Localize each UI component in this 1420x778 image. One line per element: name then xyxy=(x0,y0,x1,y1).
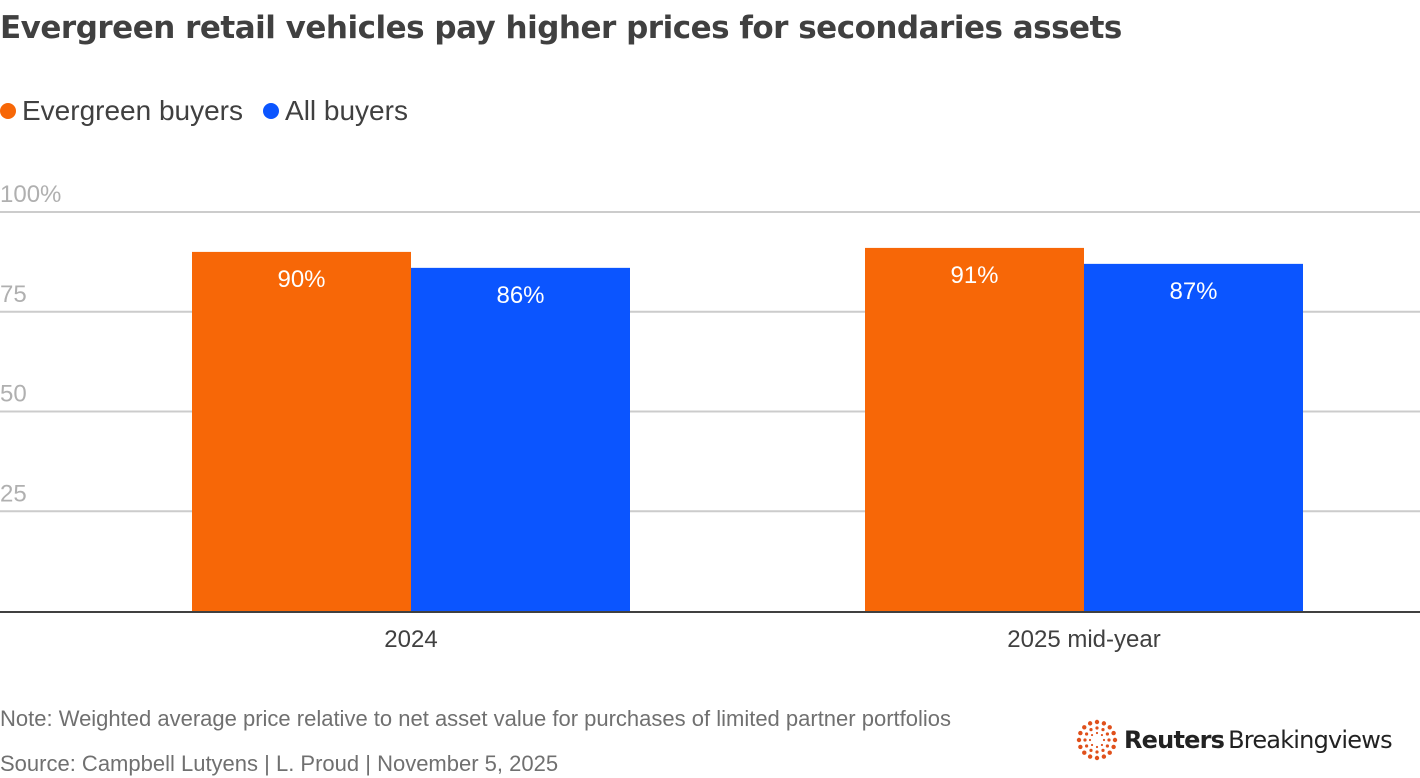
logo-dot xyxy=(1088,738,1092,742)
legend-swatch-all-buyers xyxy=(263,103,280,119)
bar-value-label: 90% xyxy=(277,266,325,293)
logo-dot xyxy=(1101,748,1105,752)
legend-swatch-evergreen-buyers xyxy=(0,103,16,119)
brand-logo: Reuters Breakingviews xyxy=(1076,719,1393,761)
logo-dot xyxy=(1095,745,1099,749)
chart-note: Note: Weighted average price relative to… xyxy=(0,706,951,731)
logo-dot xyxy=(1112,737,1118,743)
y-axis-ticks: 25 50 75 100% xyxy=(0,181,61,507)
logo-dot xyxy=(1082,750,1087,755)
bar-labels: 90% 86% 91% 87% xyxy=(277,262,1217,309)
legend-label-evergreen-buyers: Evergreen buyers xyxy=(22,95,244,126)
brand-name-regular: Breakingviews xyxy=(1228,726,1392,754)
bar-evergreen-buyers-0 xyxy=(192,251,411,611)
logo-dot xyxy=(1102,738,1106,742)
bar-evergreen-buyers-1 xyxy=(865,247,1084,611)
legend: Evergreen buyers All buyers xyxy=(0,95,428,127)
logo-dot xyxy=(1089,728,1093,732)
logo-dot xyxy=(1082,725,1087,730)
logo-dot xyxy=(1105,744,1109,748)
y-tick-label: 75 xyxy=(0,281,27,308)
bar-chart: 25 50 75 100% 90% 86% 91% 87% 2024 2025 mid-yea… xyxy=(0,181,1420,653)
x-tick-label: 2024 xyxy=(384,626,437,653)
logo-dot xyxy=(1111,730,1116,736)
logo-dot xyxy=(1107,750,1112,755)
chart-title: Evergreen retail vehicles pay higher pri… xyxy=(0,10,1122,46)
y-tick-label: 50 xyxy=(0,381,27,408)
legend-label-all-buyers: All buyers xyxy=(285,95,408,126)
brand-name-bold: Reuters xyxy=(1124,726,1225,754)
x-axis-labels: 2024 2025 mid-year xyxy=(384,626,1160,653)
logo-dot xyxy=(1087,754,1093,759)
logo-dot xyxy=(1107,725,1112,730)
bars xyxy=(192,247,1303,611)
logo-dot xyxy=(1100,743,1104,747)
x-tick-label: 2025 mid-year xyxy=(1007,626,1160,653)
logo-dot xyxy=(1090,733,1094,737)
logo-dot xyxy=(1101,754,1107,759)
bar-all-buyers-1 xyxy=(1084,263,1303,611)
y-tick-label: 100% xyxy=(0,181,61,208)
logo-dot xyxy=(1078,744,1083,750)
logo-dot xyxy=(1095,750,1099,754)
logo-dot xyxy=(1083,738,1087,742)
logo-dot xyxy=(1085,732,1089,736)
chart-source: Source: Campbell Lutyens | L. Proud | No… xyxy=(0,751,559,776)
reuters-dots-icon xyxy=(1076,719,1118,761)
logo-dot xyxy=(1090,743,1094,747)
bar-value-label: 86% xyxy=(496,282,544,309)
logo-dot xyxy=(1101,728,1105,732)
bar-all-buyers-0 xyxy=(411,267,630,611)
logo-dot xyxy=(1100,733,1104,737)
logo-dot xyxy=(1076,737,1082,743)
y-tick-label: 25 xyxy=(0,480,27,507)
bar-value-label: 91% xyxy=(950,262,998,289)
logo-dot xyxy=(1107,738,1111,742)
logo-dot xyxy=(1087,721,1093,726)
logo-dot xyxy=(1095,726,1099,730)
logo-dot xyxy=(1085,744,1089,748)
logo-dot xyxy=(1078,730,1083,736)
legend-item-all-buyers: All buyers xyxy=(263,95,408,127)
logo-dot xyxy=(1111,744,1116,750)
legend-item-evergreen-buyers: Evergreen buyers xyxy=(0,95,243,127)
logo-dot xyxy=(1105,732,1109,736)
logo-dot xyxy=(1089,748,1093,752)
logo-dot xyxy=(1101,721,1107,726)
logo-dot xyxy=(1094,719,1100,725)
logo-dot xyxy=(1094,755,1100,761)
logo-dot xyxy=(1095,731,1099,735)
bar-value-label: 87% xyxy=(1169,278,1217,305)
